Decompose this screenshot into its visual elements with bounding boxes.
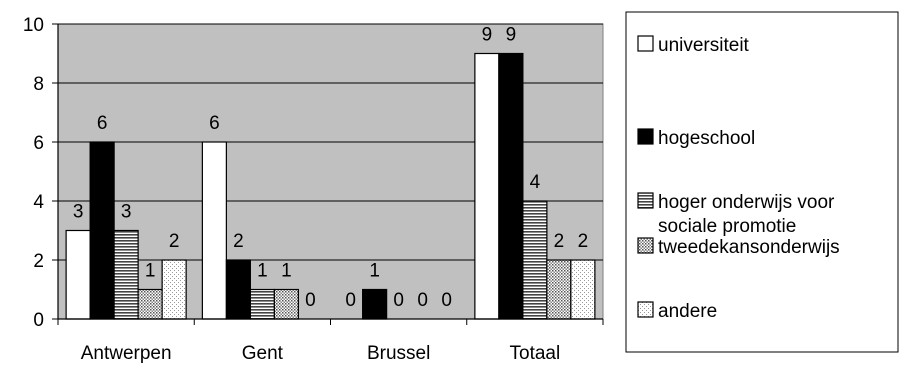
y-tick-label: 6 (33, 133, 44, 154)
bar (65, 229, 91, 320)
x-tick-label: Gent (242, 343, 284, 364)
data-label: 0 (393, 290, 404, 311)
legend-swatch (637, 128, 654, 145)
legend-label: hoger onderwijs voor (658, 192, 835, 213)
bar (225, 259, 251, 320)
legend-swatch (637, 301, 654, 318)
bar (89, 141, 115, 320)
bar (522, 200, 548, 320)
data-label: 9 (506, 25, 517, 46)
bar (113, 229, 139, 320)
bar (273, 288, 299, 320)
bar (546, 259, 572, 320)
y-axis-ticks: 0 2 4 6 8 10 (23, 15, 58, 331)
data-label: 1 (369, 261, 380, 282)
bar (249, 288, 275, 320)
data-label: 6 (209, 113, 220, 134)
data-label: 3 (73, 202, 84, 223)
data-label: 3 (121, 202, 132, 223)
y-tick-label: 10 (23, 15, 44, 36)
data-label: 0 (345, 290, 356, 311)
data-label: 9 (482, 25, 493, 46)
y-tick-label: 8 (33, 74, 44, 95)
data-label: 6 (97, 113, 108, 134)
bar (498, 52, 524, 320)
data-label: 4 (530, 172, 541, 193)
legend-label: sociale promotie (658, 216, 796, 237)
x-tick-label: Totaal (510, 343, 561, 364)
legend-label: universiteit (658, 35, 750, 56)
data-label: 2 (578, 231, 589, 252)
y-tick-label: 0 (33, 310, 44, 331)
bars-group (65, 52, 596, 320)
bar (201, 141, 227, 320)
y-tick-label: 2 (33, 251, 44, 272)
legend: universiteit hogeschool hoger onderwijs vo… (625, 11, 899, 353)
bar (362, 288, 388, 320)
legend-label: andere (658, 301, 717, 322)
data-label: 1 (145, 261, 156, 282)
y-tick-label: 4 (33, 192, 44, 213)
bar (161, 259, 187, 320)
legend-swatch (637, 35, 654, 52)
data-label: 0 (417, 290, 428, 311)
data-label: 0 (441, 290, 452, 311)
legend-swatch (637, 237, 654, 254)
x-tick-label: Antwerpen (81, 343, 172, 364)
data-label: 2 (233, 231, 244, 252)
bar (137, 288, 163, 320)
legend-label: hogeschool (658, 128, 755, 149)
x-axis-ticks: Antwerpen Gent Brussel Totaal (57, 319, 604, 364)
data-label: 2 (169, 231, 180, 252)
legend-box (625, 11, 899, 353)
data-label: 1 (281, 261, 292, 282)
bar (474, 52, 500, 320)
data-label: 1 (257, 261, 268, 282)
data-label: 0 (305, 290, 316, 311)
data-label: 2 (554, 231, 565, 252)
legend-label: tweedekansonderwijs (658, 237, 840, 258)
bar (570, 259, 596, 320)
x-tick-label: Brussel (367, 343, 430, 364)
legend-swatch (637, 192, 654, 209)
